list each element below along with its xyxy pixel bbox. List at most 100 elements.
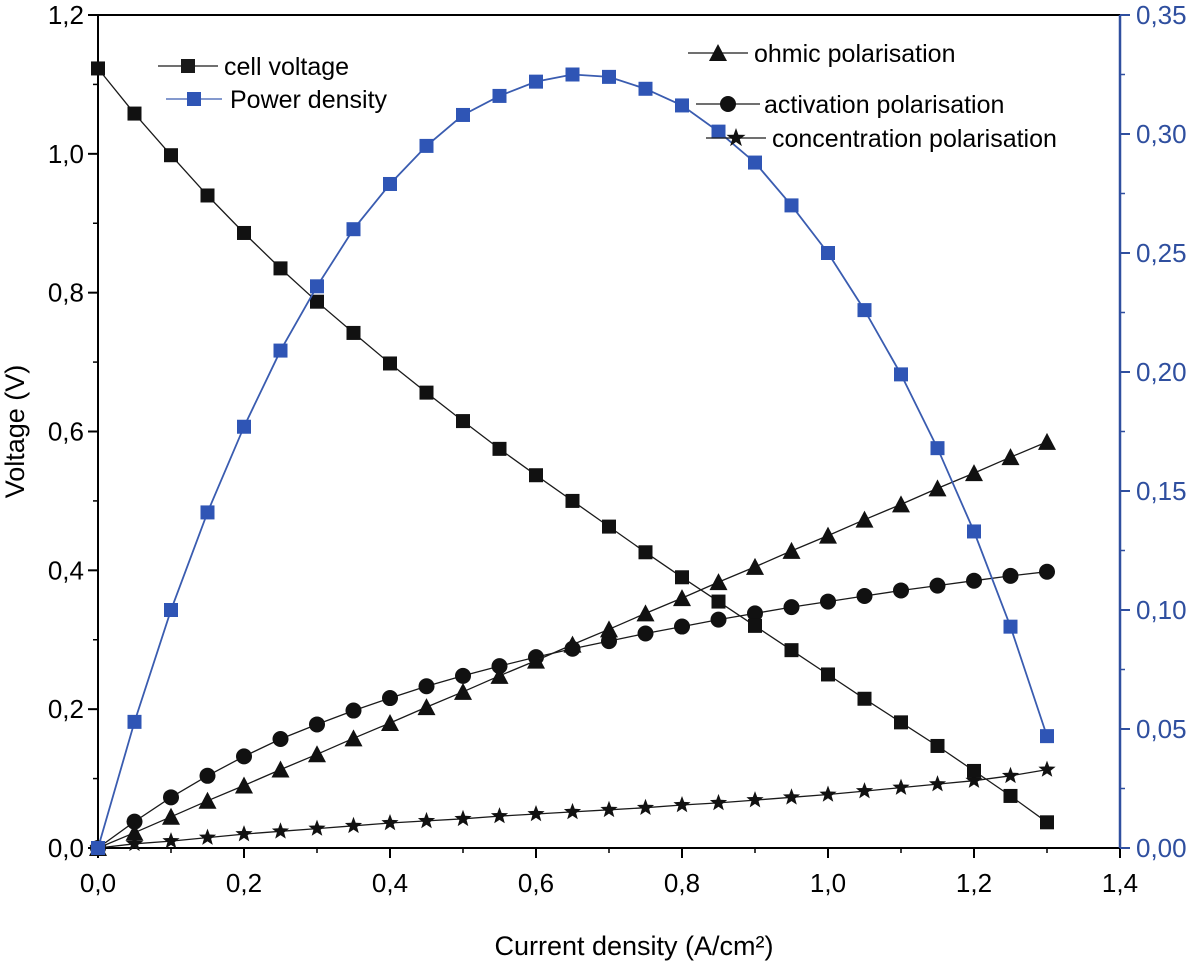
series-power-density: [91, 67, 1054, 855]
data-point-star: [417, 811, 436, 829]
legend-item-concentration-polarisation: concentration polarisation: [706, 125, 1057, 153]
data-point-square: [930, 441, 945, 456]
data-point-triangle: [965, 464, 983, 482]
data-point-square: [602, 69, 616, 84]
data-point-square: [310, 294, 324, 309]
data-point-star: [1038, 760, 1056, 777]
y2-axis-ticks: 0,00 0,05 0,10 0,15 0,20 0,25 0,30 0,35: [1120, 0, 1187, 863]
data-point-star: [1001, 766, 1020, 784]
data-point-star: [600, 800, 618, 818]
data-point-triangle: [1001, 448, 1020, 466]
y2-tick-label: 0,10: [1136, 595, 1187, 625]
data-point-star: [162, 832, 180, 849]
data-point-star: [709, 793, 728, 811]
legend-item-ohmic-polarisation: ohmic polarisation: [688, 40, 956, 68]
y-tick-label: 0,2: [48, 694, 84, 724]
data-point-circle: [820, 593, 836, 610]
data-point-star: [563, 802, 582, 820]
data-point-square: [711, 124, 726, 139]
data-point-square: [91, 61, 105, 76]
y2-tick-label: 0,05: [1136, 714, 1187, 744]
series-line: [97, 73, 1048, 849]
data-point-star: [454, 809, 472, 827]
data-point-star: [125, 834, 144, 852]
data-point-circle: [929, 577, 946, 594]
data-point-square: [894, 715, 908, 730]
data-point-square: [967, 524, 981, 539]
series-line: [97, 68, 1048, 823]
legend-marker-circle: [720, 96, 736, 112]
data-point-star: [673, 796, 691, 813]
data-point-square: [748, 155, 762, 170]
y-tick-label: 0,0: [48, 833, 84, 863]
data-point-square: [127, 714, 142, 729]
legend-label: activation polarisation: [764, 91, 1004, 119]
data-point-square: [383, 176, 397, 191]
data-point-square: [784, 643, 799, 658]
data-point-circle: [783, 599, 800, 616]
data-point-star: [928, 775, 947, 792]
y-tick-label: 0,8: [48, 278, 84, 308]
legend-item-cell-voltage: cell voltage: [158, 53, 349, 81]
data-point-circle: [455, 667, 471, 684]
data-point-square: [200, 188, 215, 203]
data-point-triangle: [454, 682, 472, 700]
data-point-square: [91, 841, 105, 855]
y-tick-label: 0,6: [48, 417, 84, 447]
data-point-star: [198, 828, 217, 845]
legend-label: cell voltage: [224, 53, 349, 81]
data-point-triangle: [1038, 432, 1056, 450]
data-point-star: [381, 814, 399, 831]
y-tick-label: 1,0: [48, 139, 84, 169]
data-point-triangle: [527, 651, 545, 669]
data-point-triangle: [746, 557, 764, 575]
data-point-square: [675, 98, 689, 113]
data-point-square: [127, 106, 142, 121]
y-tick-label: 1,2: [48, 0, 84, 30]
data-point-square: [784, 198, 799, 213]
data-point-square: [638, 81, 653, 96]
data-point-star: [308, 819, 326, 836]
data-point-triangle: [855, 510, 874, 528]
data-point-circle: [674, 618, 690, 635]
data-point-triangle: [162, 807, 180, 825]
data-point-circle: [1039, 563, 1055, 580]
data-point-square: [273, 343, 288, 358]
data-point-circle: [236, 748, 252, 765]
data-point-square: [967, 763, 981, 778]
data-point-square: [857, 691, 872, 706]
x-tick-label: 1,4: [1102, 868, 1138, 898]
data-point-circle: [309, 716, 325, 733]
x-tick-label: 0,6: [518, 868, 554, 898]
data-point-triangle: [308, 745, 326, 763]
data-point-star: [527, 805, 545, 822]
x-tick-label: 0,2: [226, 868, 262, 898]
legend-marker-square: [181, 59, 195, 73]
data-point-triangle: [344, 729, 363, 747]
data-point-square: [346, 222, 361, 237]
data-point-triangle: [490, 666, 509, 684]
x-tick-label: 0,8: [664, 868, 700, 898]
data-point-square: [164, 603, 178, 617]
y2-tick-label: 0,15: [1136, 476, 1187, 506]
data-point-triangle: [892, 495, 910, 513]
data-point-square: [711, 594, 726, 609]
legend-item-activation-polarisation: activation polarisation: [696, 91, 1004, 119]
data-point-square: [565, 493, 580, 508]
data-point-triangle: [782, 541, 801, 559]
series-ohmic-polarisation: [89, 432, 1056, 856]
data-point-square: [529, 74, 543, 89]
data-point-star: [235, 825, 253, 842]
data-point-circle: [966, 572, 982, 589]
data-point-triangle: [125, 823, 144, 841]
y2-tick-label: 0,00: [1136, 833, 1187, 863]
data-point-square: [821, 246, 835, 260]
x-axis-ticks: 0,0 0,2 0,4 0,6 0,8 1,0 1,2 1,4: [80, 848, 1138, 898]
data-point-square: [675, 570, 689, 585]
data-point-circle: [199, 767, 216, 784]
legend-marker-star: [726, 128, 746, 147]
x-axis-title: Current density (A/cm²): [494, 931, 773, 961]
legend-label: Power density: [230, 86, 388, 114]
data-point-square: [565, 67, 580, 82]
data-point-circle: [126, 813, 143, 830]
